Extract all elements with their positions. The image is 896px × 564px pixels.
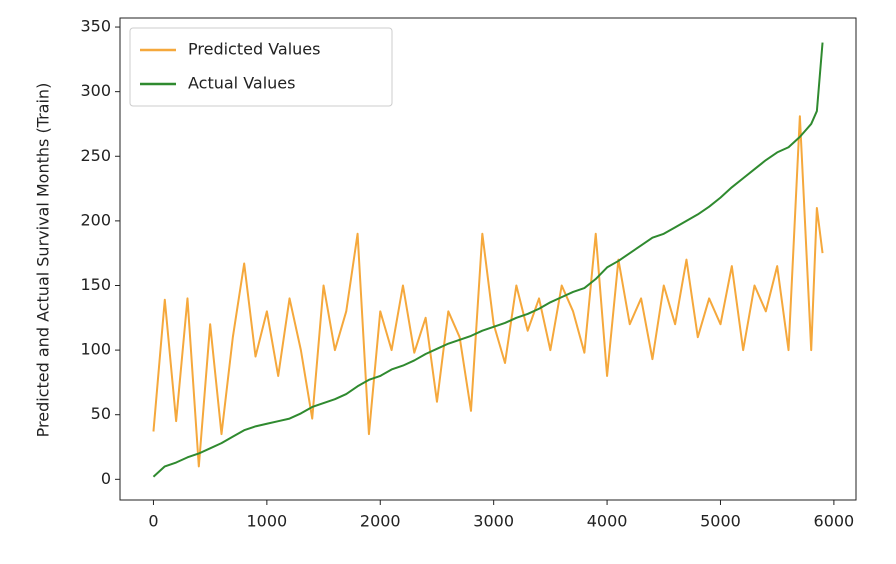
plot-frame: [119, 17, 857, 501]
data-line: [152, 115, 824, 468]
y-tick-label: 200: [80, 210, 111, 229]
x-tick-label: 5000: [700, 512, 741, 531]
x-tick-label: 2000: [360, 512, 401, 531]
y-tick-label: 0: [101, 469, 111, 488]
y-tick-label: 300: [80, 81, 111, 100]
data-line: [152, 42, 824, 478]
legend-label: Actual Values: [188, 74, 295, 93]
legend-box: [129, 27, 393, 107]
legend-label: Predicted Values: [188, 40, 320, 59]
y-tick-label: 50: [91, 404, 111, 423]
y-axis-label: Predicted and Actual Survival Months (Tr…: [34, 83, 53, 438]
x-tick-label: 4000: [587, 512, 628, 531]
x-tick-label: 0: [148, 512, 158, 531]
x-tick-label: 1000: [247, 512, 288, 531]
y-tick-label: 100: [80, 340, 111, 359]
x-tick-label: 3000: [473, 512, 514, 531]
x-tick-label: 6000: [814, 512, 855, 531]
y-tick-label: 250: [80, 146, 111, 165]
y-tick-label: 350: [80, 17, 111, 36]
y-tick-label: 150: [80, 275, 111, 294]
